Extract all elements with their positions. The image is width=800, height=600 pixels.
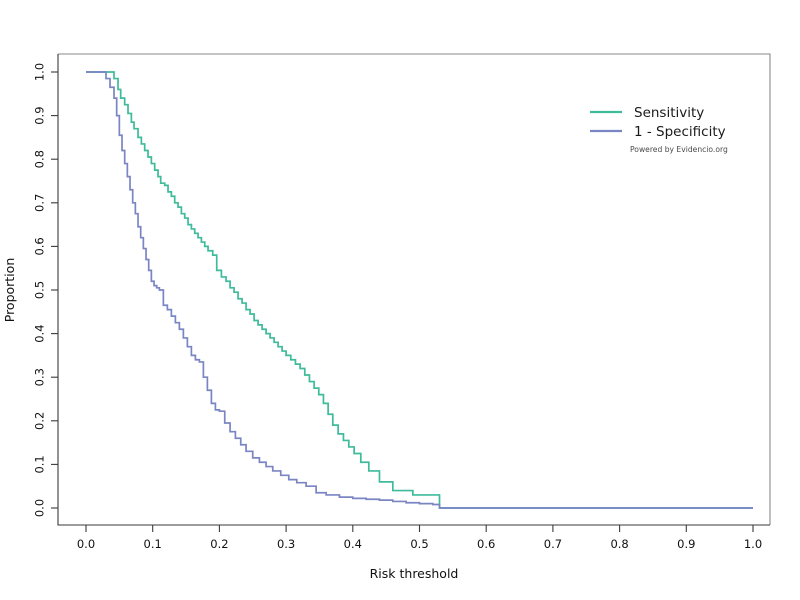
x-tick-label: 0.3	[277, 537, 295, 551]
y-tick-label: 0.0	[33, 499, 47, 517]
legend-label-sensitivity: Sensitivity	[634, 105, 704, 121]
series-line-1-specificity	[86, 71, 753, 509]
series-layer	[86, 71, 753, 509]
frame-left-bottom	[57, 54, 770, 526]
y-tick-label: 0.6	[33, 237, 47, 255]
y-tick-label: 1.0	[33, 63, 47, 81]
y-tick-label: 0.8	[33, 150, 47, 168]
x-tick-label: 0.6	[477, 537, 495, 551]
y-tick-label: 0.2	[33, 412, 47, 430]
y-tick-label: 0.5	[33, 281, 47, 299]
plot-frame	[57, 53, 771, 526]
frame-top-right	[58, 53, 771, 525]
y-tick-label: 0.3	[33, 368, 47, 386]
y-tick-label: 0.1	[33, 455, 47, 473]
series-line-sensitivity	[86, 71, 753, 509]
y-tick-label: 0.9	[33, 106, 47, 124]
y-tick-label: 0.7	[33, 194, 47, 212]
powered-by-credit: Powered by Evidencio.org	[630, 145, 728, 154]
y-axis-ticks: 0.0 0.1 0.2 0.3 0.4 0.5 0.6 0.7 0.8 0.9 1.0	[33, 63, 58, 517]
x-tick-label: 0.2	[210, 537, 228, 551]
x-tick-label: 0.5	[410, 537, 428, 551]
x-axis-ticks: 0.0 0.1 0.2 0.3 0.4 0.5 0.6 0.7 0.8 0.9 1.0	[77, 525, 762, 551]
x-tick-label: 0.7	[544, 537, 562, 551]
y-axis-title: Proportion	[2, 258, 17, 323]
legend: Sensitivity 1 - Specificity	[590, 105, 726, 140]
y-tick-label: 0.4	[33, 324, 47, 342]
x-tick-label: 0.4	[344, 537, 362, 551]
legend-label-specificity: 1 - Specificity	[634, 124, 726, 140]
x-axis-title: Risk threshold	[370, 566, 459, 581]
x-tick-label: 0.9	[677, 537, 695, 551]
x-tick-label: 0.0	[77, 537, 95, 551]
x-tick-label: 0.8	[610, 537, 628, 551]
x-tick-label: 1.0	[744, 537, 762, 551]
x-tick-label: 0.1	[144, 537, 162, 551]
